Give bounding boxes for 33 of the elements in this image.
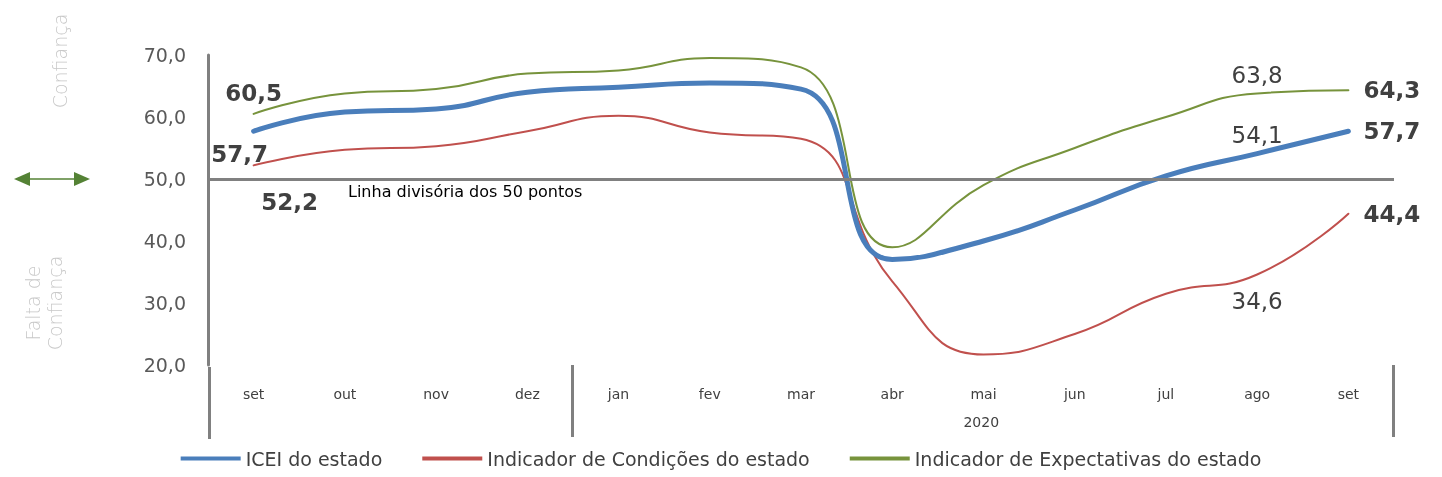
data-label: 34,6 — [1231, 287, 1283, 314]
x-tick-label: jun — [1062, 386, 1086, 402]
y-tick-label: 40,0 — [143, 230, 186, 252]
x-tick-label: set — [242, 386, 265, 402]
x-tick-label: mai — [970, 386, 997, 402]
x-tick-label: jan — [606, 386, 630, 402]
x-tick-label: nov — [423, 386, 449, 402]
data-label: 52,2 — [261, 188, 318, 215]
legend-label: Indicador de Expectativas do estado — [914, 447, 1262, 470]
x-tick-label: jul — [1156, 386, 1175, 402]
x-tick-label: dez — [514, 386, 540, 402]
y-tick-label: 30,0 — [143, 292, 186, 314]
legend-label: ICEI do estado — [245, 447, 383, 470]
ref-line-label: Linha divisória dos 50 pontos — [348, 181, 583, 201]
y-tick-label: 20,0 — [143, 354, 186, 376]
data-label: 57,7 — [1363, 118, 1421, 145]
x-tick-label: fev — [698, 386, 721, 402]
y-tick-label: 50,0 — [143, 168, 186, 190]
data-label: 44,4 — [1363, 200, 1421, 227]
y-tick-label: 60,0 — [143, 106, 186, 128]
x-tick-label: mar — [787, 386, 816, 402]
data-label: 60,5 — [225, 80, 282, 107]
x-tick-label: ago — [1244, 386, 1271, 402]
data-label: 54,1 — [1231, 122, 1283, 149]
legend-label: Indicador de Condições do estado — [487, 447, 810, 470]
x-tick-label: abr — [880, 386, 905, 402]
x-tick-label: set — [1337, 386, 1360, 402]
data-label: 63,8 — [1231, 61, 1283, 88]
data-label: 57,7 — [211, 140, 268, 167]
x-tick-label: out — [333, 386, 357, 402]
data-label: 64,3 — [1363, 77, 1421, 104]
y-tick-label: 70,0 — [143, 44, 186, 66]
text: 2020 — [963, 414, 1000, 430]
